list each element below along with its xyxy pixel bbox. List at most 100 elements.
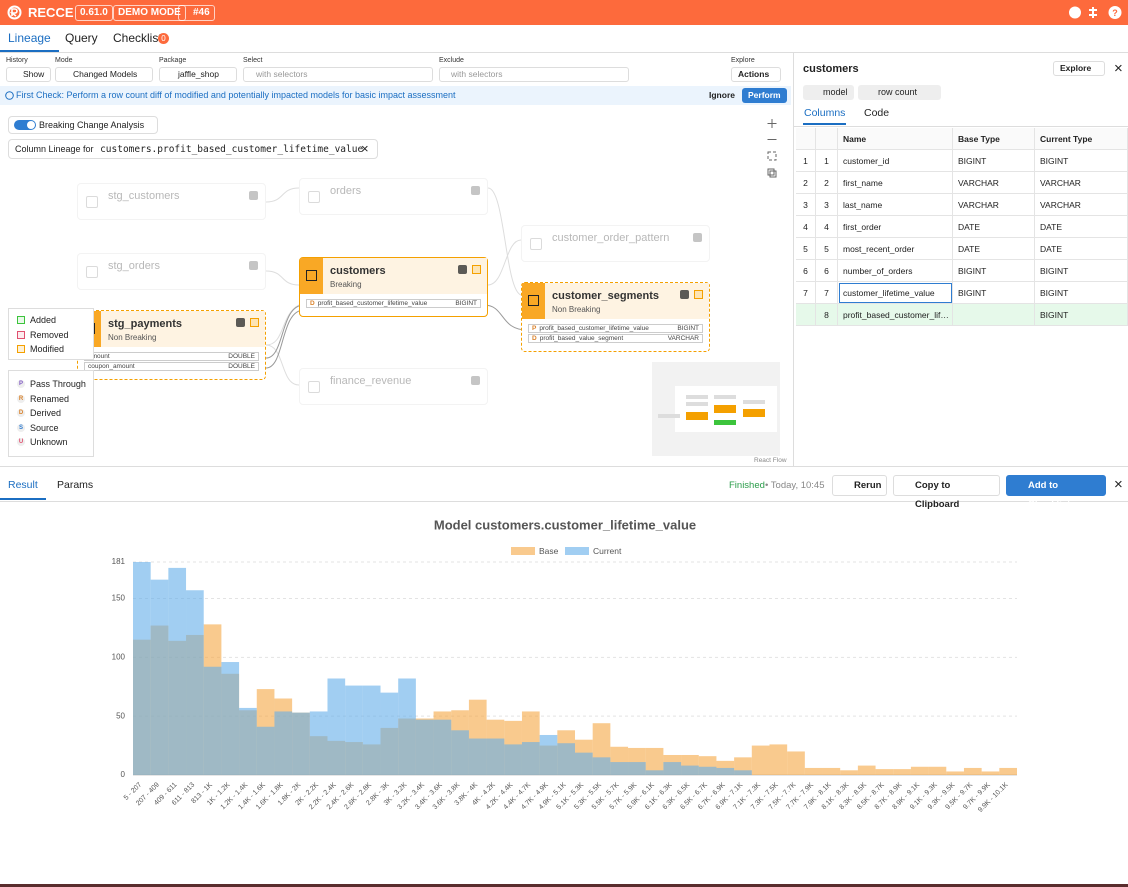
bar: [840, 770, 858, 775]
copy-button[interactable]: Copy to Clipboard: [893, 475, 1000, 510]
lineage-node[interactable]: customer_order_pattern: [521, 225, 710, 262]
breaking-toggle[interactable]: Breaking Change Analysis: [8, 116, 158, 134]
node-name: stg_orders: [108, 260, 160, 272]
tab-columns[interactable]: Columns: [803, 103, 847, 125]
edges: [265, 187, 528, 386]
table-cell: 6: [816, 260, 838, 282]
table-row[interactable]: 7 7 customer_lifetime_value BIGINT BIGINT: [796, 282, 1128, 304]
lineage-node[interactable]: stg_orders: [77, 253, 266, 290]
node-icon: [680, 290, 689, 299]
bar: [221, 662, 240, 775]
details-panel: [793, 52, 1128, 466]
table-cell: first_name: [838, 172, 953, 194]
lineage-node[interactable]: finance_revenue: [299, 368, 488, 405]
exclude-label: Exclude: [439, 57, 464, 64]
table-row[interactable]: 3 3 last_name VARCHAR VARCHAR: [796, 194, 1128, 216]
node-change-box: [300, 258, 323, 294]
actions-button[interactable]: Actions: [731, 67, 781, 82]
brand: RECCE: [28, 5, 74, 20]
table-cell: VARCHAR: [1035, 172, 1128, 194]
table-row[interactable]: 1 1 customer_id BIGINT BIGINT: [796, 150, 1128, 172]
tab-lineage[interactable]: Lineage: [0, 25, 59, 52]
bar: [681, 765, 699, 775]
table-cell: 3: [796, 194, 816, 216]
close-lineage[interactable]: ×: [361, 141, 369, 156]
select-input[interactable]: with selectors: [243, 67, 433, 82]
table-cell: 7: [816, 282, 838, 304]
node-square: [308, 191, 320, 203]
details-close[interactable]: ×: [1114, 60, 1123, 77]
add-checklist-button[interactable]: Add to Checklist: [1006, 475, 1106, 510]
history-label: History: [6, 57, 28, 64]
column-type: VARCHAR: [667, 335, 699, 342]
header-cell: Current Type: [1035, 128, 1128, 150]
bar: [539, 734, 558, 775]
top-bar: RECCE 0.61.0 DEMO MODE #46 ?: [0, 0, 1128, 25]
badge-row-count[interactable]: row count: [858, 85, 942, 100]
bar: [910, 766, 929, 775]
tab-params[interactable]: Params: [57, 479, 94, 491]
table-cell: BIGINT: [953, 282, 1035, 304]
table-row[interactable]: 6 6 number_of_orders BIGINT BIGINT: [796, 260, 1128, 282]
column-type: DOUBLE: [228, 363, 255, 370]
table-cell: [953, 304, 1035, 326]
legend-transform: Pass Through P Renamed R Derived D Source S Unkn…: [8, 370, 94, 457]
bar: [186, 590, 204, 775]
lineage-node[interactable]: stg_customers: [77, 183, 266, 220]
node-icon: [471, 376, 480, 385]
bar: [468, 738, 487, 775]
bar: [133, 562, 151, 775]
header-cell: Base Type: [953, 128, 1035, 150]
history-button[interactable]: Show: [6, 67, 52, 82]
table-cell: customer_lifetime_value: [838, 282, 953, 304]
bar: [575, 752, 593, 775]
ignore-button[interactable]: Ignore: [709, 90, 735, 100]
bar: [769, 744, 788, 775]
table-row[interactable]: 2 2 first_name VARCHAR VARCHAR: [796, 172, 1128, 194]
tab-checklist[interactable]: Checklist: [113, 31, 162, 45]
lineage-node[interactable]: orders: [299, 178, 488, 215]
mode-badge: DEMO MODE: [113, 5, 186, 21]
mode-select[interactable]: Changed Models: [55, 67, 153, 82]
bar: [274, 711, 293, 775]
legend-change: Added Removed Modified: [8, 308, 94, 360]
perform-button[interactable]: Perform: [742, 88, 787, 103]
bar: [946, 771, 964, 775]
table-cell: last_name: [838, 194, 953, 216]
node-name: customers: [330, 265, 386, 277]
package-select[interactable]: jaffle_shop: [159, 67, 237, 82]
package-label: Package: [159, 57, 187, 64]
node-header: finance_revenue: [300, 369, 487, 405]
table-row[interactable]: 5 5 most_recent_order DATE DATE: [796, 238, 1128, 260]
node-modified-icon: [250, 318, 259, 327]
table-cell: 1: [816, 150, 838, 172]
bar: [804, 767, 823, 775]
result-close[interactable]: ×: [1114, 476, 1123, 493]
explore-label: Explore: [731, 57, 755, 64]
tab-code[interactable]: Code: [864, 107, 890, 119]
column-lineage-bar: Column Lineage for customers.profit_base…: [8, 139, 378, 159]
result-divider: [0, 501, 1128, 502]
bar: [168, 567, 187, 775]
bar: [787, 751, 805, 775]
tab-query[interactable]: Query: [65, 31, 98, 45]
bar: [239, 707, 257, 775]
details-explore[interactable]: Explore: [1053, 61, 1105, 76]
legend-badge: U: [17, 438, 25, 446]
legend-badge: P: [17, 380, 25, 388]
bar: [309, 711, 328, 775]
table-row[interactable]: 4 4 first_order DATE DATE: [796, 216, 1128, 238]
bar: [751, 745, 770, 775]
rerun-button[interactable]: Rerun: [832, 475, 887, 496]
lineage-node[interactable]: stg_payments Non Breaking amount DOUBLE coup…: [77, 310, 266, 380]
pr-badge[interactable]: #46: [178, 5, 215, 21]
tab-result[interactable]: Result: [0, 472, 46, 500]
y-tick-label: 50: [116, 711, 125, 720]
exclude-input[interactable]: with selectors: [439, 67, 629, 82]
node-name: finance_revenue: [330, 375, 412, 387]
y-tick-label: 181: [112, 557, 126, 566]
